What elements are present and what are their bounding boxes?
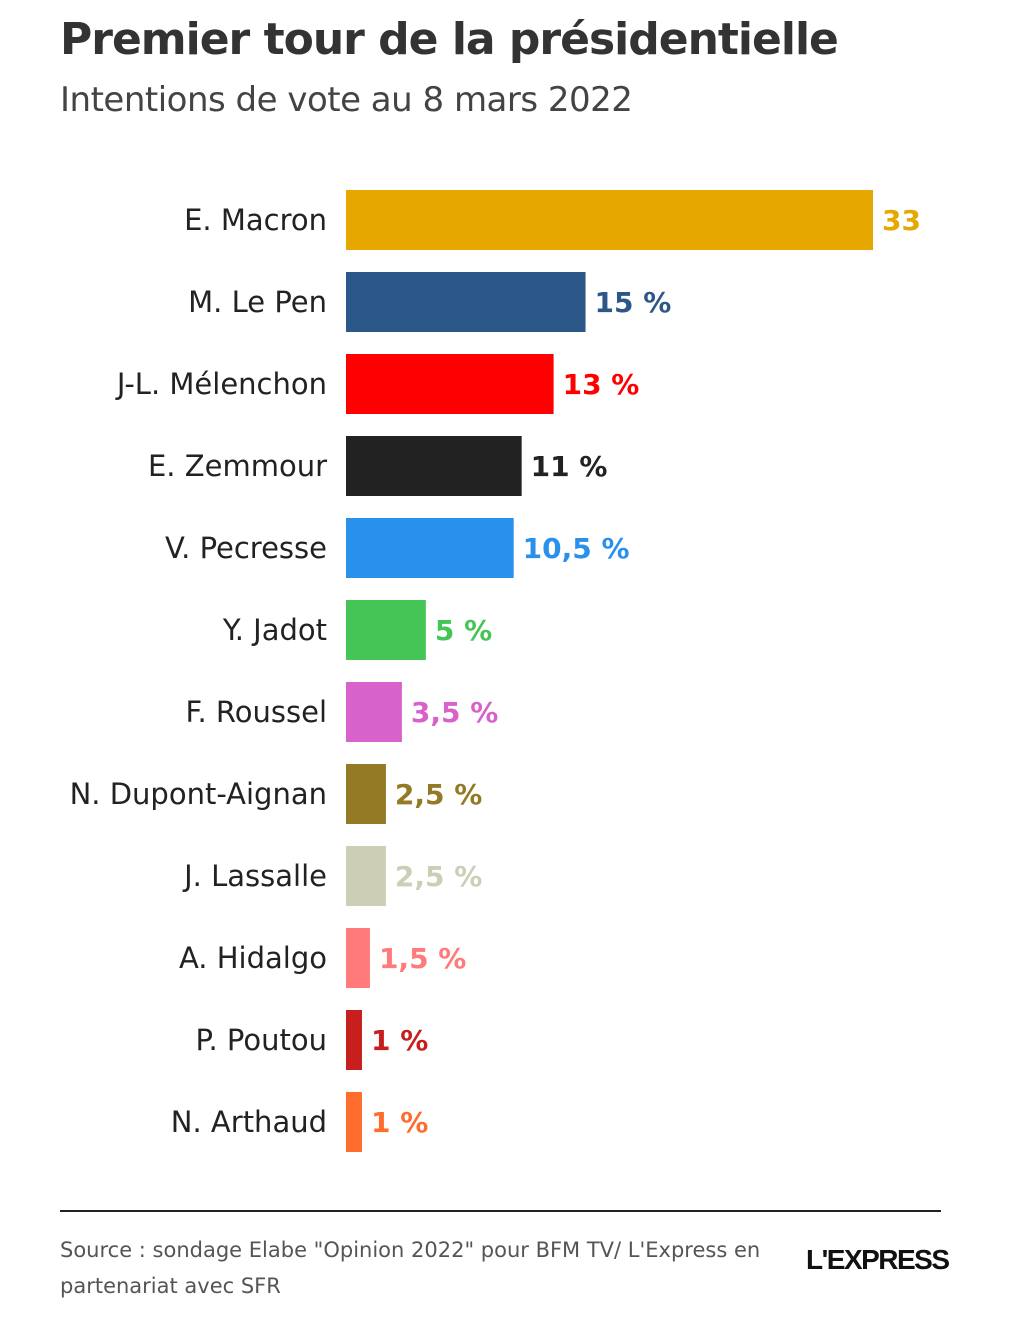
chart-subtitle: Intentions de vote au 8 mars 2022	[60, 80, 633, 120]
value-label: 1,5 %	[379, 942, 466, 975]
value-label: 1 %	[371, 1024, 428, 1057]
bar	[346, 190, 873, 250]
category-label: E. Macron	[184, 203, 327, 237]
category-label: N. Dupont-Aignan	[70, 777, 327, 811]
footer-divider	[60, 1210, 941, 1212]
category-label: P. Poutou	[196, 1023, 327, 1057]
bar	[346, 272, 586, 332]
value-label: 33	[882, 204, 921, 237]
bar	[346, 600, 426, 660]
bar	[346, 846, 386, 906]
category-label: A. Hidalgo	[179, 941, 327, 975]
value-label: 3,5 %	[411, 696, 498, 729]
bar	[346, 436, 522, 496]
bar	[346, 518, 514, 578]
value-label: 2,5 %	[395, 860, 482, 893]
category-label: E. Zemmour	[148, 449, 327, 483]
value-label: 11 %	[531, 450, 608, 483]
category-label: Y. Jadot	[222, 613, 327, 647]
category-label: M. Le Pen	[188, 285, 327, 319]
category-label: F. Roussel	[185, 695, 327, 729]
value-label: 5 %	[435, 614, 492, 647]
value-label: 1 %	[371, 1106, 428, 1139]
value-label: 13 %	[563, 368, 640, 401]
value-label: 2,5 %	[395, 778, 482, 811]
category-label: V. Pecresse	[165, 531, 327, 565]
bar	[346, 928, 370, 988]
chart-title: Premier tour de la présidentielle	[60, 14, 839, 65]
value-label: 10,5 %	[523, 532, 630, 565]
bar	[346, 682, 402, 742]
bar	[346, 1010, 362, 1070]
bar	[346, 764, 386, 824]
lexpress-logo[interactable]: L'EXPRESS	[806, 1244, 950, 1275]
category-label: J. Lassalle	[182, 859, 327, 893]
bar-chart: E. Macron 33 M. Le Pen 15 % J-L. Mélenchon 13…	[70, 190, 921, 1152]
category-label: N. Arthaud	[171, 1105, 327, 1139]
bar	[346, 1092, 362, 1152]
value-label: 15 %	[595, 286, 672, 319]
category-label: J-L. Mélenchon	[115, 367, 327, 401]
source-note: Source : sondage Elabe "Opinion 2022" po…	[60, 1238, 761, 1298]
bar	[346, 354, 554, 414]
